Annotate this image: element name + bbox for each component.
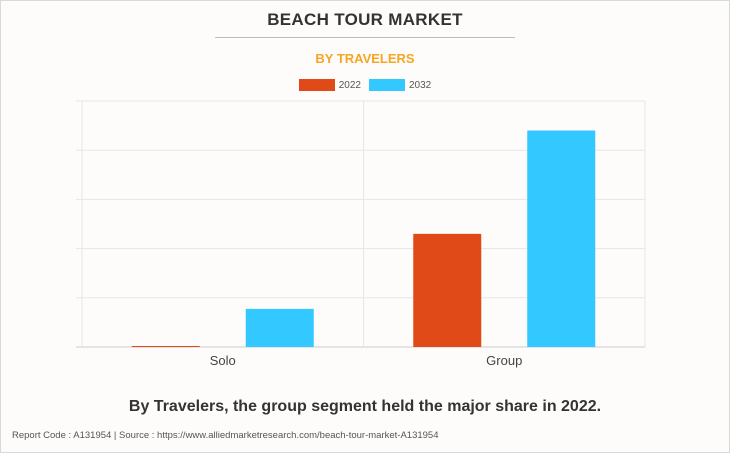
legend-label-2032: 2032 [409, 79, 432, 91]
source-footer: Report Code : A131954 | Source : https:/… [12, 430, 439, 441]
title-divider [215, 37, 515, 38]
x-tick-label-group: Group [486, 353, 522, 368]
bar-solo-2022 [131, 346, 200, 347]
bar-solo-2032 [245, 308, 314, 347]
legend-item-2022: 2022 [298, 79, 361, 91]
x-tick-label-solo: Solo [210, 353, 236, 368]
chart-subtitle: BY TRAVELERS [315, 51, 415, 66]
bar-group-2032 [527, 130, 596, 347]
legend-swatch-2032 [369, 79, 405, 91]
bar-group-2022 [413, 233, 482, 347]
legend-item-2032: 2032 [369, 79, 431, 91]
legend-label-2022: 2022 [338, 79, 361, 91]
legend-swatch-2022 [298, 79, 335, 91]
legend: 2022 2032 [0, 79, 730, 91]
chart-title: BEACH TOUR MARKET [267, 10, 463, 29]
chart-caption: By Travelers, the group segment held the… [128, 398, 602, 415]
